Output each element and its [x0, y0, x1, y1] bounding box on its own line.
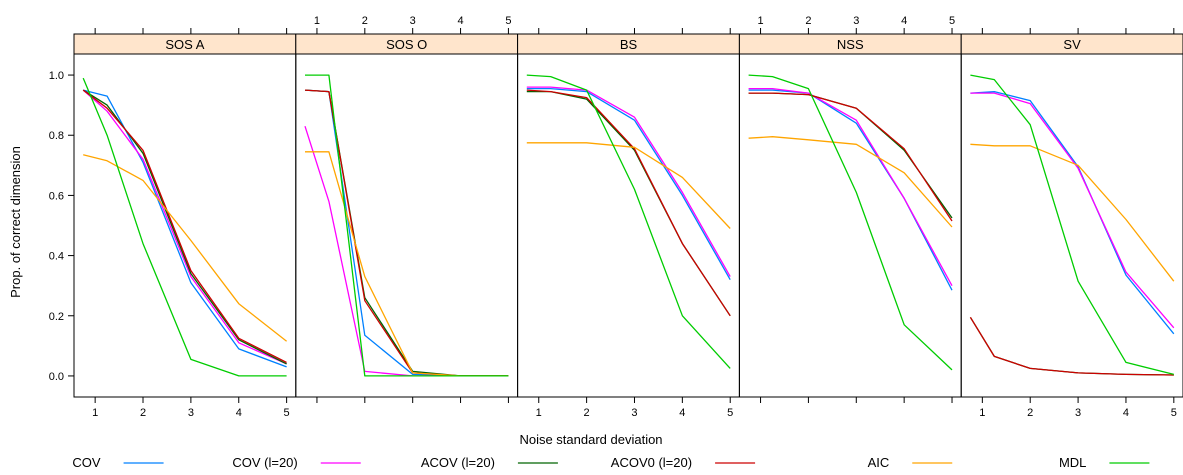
series-line-mdl — [526, 74, 731, 369]
x-tick-label: 2 — [584, 407, 590, 419]
y-tick-label: 0.4 — [49, 251, 64, 263]
panel-title: BS — [620, 37, 638, 52]
x-axes: 1 2 3 4 5 1 2 3 4 5 1 2 3 4 5 1 2 3 4 5 1 2 3 4 5 — [92, 15, 1177, 419]
series-line-mdl — [82, 77, 287, 377]
panel-title: SOS O — [386, 37, 427, 52]
series-line-aic — [970, 143, 1175, 282]
panel-frame — [517, 53, 740, 398]
series-line-acov0-l-20 — [526, 89, 731, 317]
series-line-cov — [83, 89, 287, 368]
series-line-aic — [526, 142, 731, 229]
x-tick-label: 5 — [727, 407, 733, 419]
legend-item-aic: AIC — [868, 455, 953, 470]
x-tick-label: 4 — [1123, 407, 1129, 419]
legend-label: ACOV0 (l=20) — [611, 455, 692, 470]
legend-label: COV — [72, 455, 101, 470]
y-tick-label: 0.8 — [49, 130, 64, 142]
legend-item-cov-l-20: COV (l=20) — [232, 455, 361, 470]
x-tick-label: 4 — [457, 15, 463, 27]
y-axis: 0.0 0.2 0.4 0.6 0.8 1.0 — [49, 70, 74, 383]
y-tick-label: 0.0 — [49, 371, 64, 383]
x-tick-label: 5 — [1171, 407, 1177, 419]
legend: COV COV (l=20) ACOV (l=20) ACOV0 (l=20) AIC M… — [72, 455, 1150, 470]
series-line-acov0-l-20 — [748, 92, 953, 222]
x-axis-label: Noise standard deviation — [519, 432, 662, 447]
legend-label: ACOV (l=20) — [421, 455, 495, 470]
y-tick-label: 0.6 — [49, 190, 64, 202]
series-line-mdl — [748, 74, 953, 371]
panel-title: SV — [1063, 37, 1081, 52]
legend-label: AIC — [868, 455, 890, 470]
series-line-acov0-l-20 — [969, 316, 1174, 376]
series-line-acov-l-20 — [748, 92, 953, 219]
x-tick-label: 3 — [188, 407, 194, 419]
series-line-cov — [748, 89, 953, 291]
series-line-cov — [526, 87, 731, 281]
panel-title: SOS A — [165, 37, 204, 52]
x-tick-label: 2 — [805, 15, 811, 27]
legend-label: MDL — [1059, 455, 1086, 470]
legend-item-mdl: MDL — [1059, 455, 1150, 470]
x-tick-label: 5 — [505, 15, 511, 27]
series-line-mdl — [970, 74, 1174, 376]
series-line-cov-l-20 — [304, 126, 509, 377]
panel-frame — [738, 53, 962, 398]
legend-item-acov-l-20: ACOV (l=20) — [421, 455, 558, 470]
y-tick-label: 1.0 — [49, 70, 64, 82]
series-line-cov-l-20 — [526, 86, 731, 277]
series-line-acov-l-20 — [526, 90, 731, 317]
x-tick-label: 1 — [757, 15, 763, 27]
x-tick-label: 2 — [362, 15, 368, 27]
series-line-aic — [305, 151, 509, 377]
x-tick-label: 4 — [236, 407, 242, 419]
series-line-cov-l-20 — [748, 87, 953, 287]
x-tick-label: 2 — [140, 407, 146, 419]
panel-frame — [295, 53, 519, 398]
series-line-cov-l-20 — [970, 92, 1175, 329]
legend-item-cov: COV — [72, 455, 164, 470]
x-tick-label: 3 — [410, 15, 416, 27]
panel-sos-o: SOS O — [295, 33, 519, 398]
series-line-cov — [970, 90, 1175, 335]
x-tick-label: 2 — [1027, 407, 1033, 419]
x-tick-label: 3 — [1075, 407, 1081, 419]
series-line-aic — [83, 154, 288, 342]
y-tick-label: 0.2 — [49, 311, 64, 323]
series-line-mdl — [305, 74, 509, 377]
x-tick-label: 1 — [536, 407, 542, 419]
x-tick-label: 4 — [679, 407, 685, 419]
series-line-cov-l-20 — [82, 89, 287, 365]
series-line-acov0-l-20 — [82, 89, 287, 363]
x-tick-label: 1 — [979, 407, 985, 419]
panels: SOS A SOS O BS NSS SV — [73, 33, 1183, 398]
panel-frame — [960, 53, 1183, 398]
x-tick-label: 1 — [314, 15, 320, 27]
panel-sv: SV — [960, 33, 1183, 398]
series-line-aic — [748, 136, 953, 228]
panel-title: NSS — [837, 37, 864, 52]
legend-label: COV (l=20) — [232, 455, 297, 470]
series-line-acov-l-20 — [82, 89, 287, 365]
x-tick-label: 3 — [853, 15, 859, 27]
x-tick-label: 4 — [901, 15, 907, 27]
x-tick-label: 1 — [92, 407, 98, 419]
legend-item-acov0-l-20: ACOV0 (l=20) — [611, 455, 756, 470]
x-tick-label: 3 — [631, 407, 637, 419]
panel-sos-a: SOS A — [73, 33, 297, 398]
panel-bs: BS — [517, 33, 740, 398]
x-tick-label: 5 — [949, 15, 955, 27]
panel-nss: NSS — [738, 33, 962, 398]
y-axis-label: Prop. of correct dimension — [8, 146, 23, 298]
x-tick-label: 5 — [284, 407, 290, 419]
